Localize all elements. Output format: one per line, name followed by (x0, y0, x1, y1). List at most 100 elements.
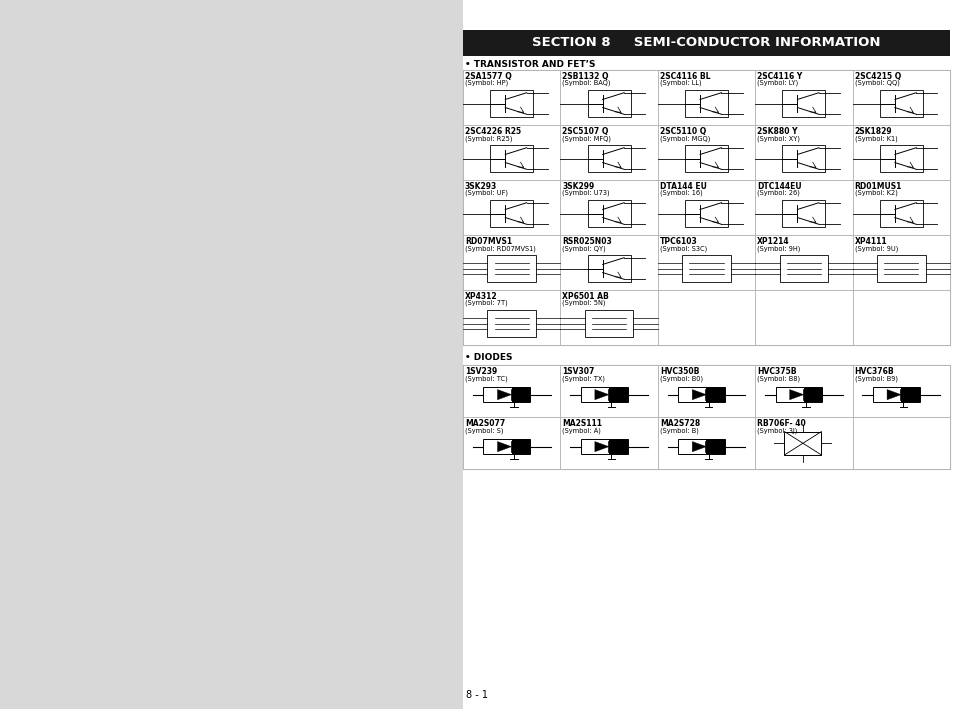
Bar (483, 387, 490, 402)
Text: HVC375B: HVC375B (757, 367, 796, 376)
Polygon shape (692, 442, 705, 452)
Bar (872, 387, 919, 402)
Text: (Symbol: 16): (Symbol: 16) (659, 190, 701, 196)
Text: (Symbol: B8): (Symbol: B8) (757, 375, 800, 381)
Bar (678, 387, 684, 402)
Bar (483, 387, 530, 402)
Bar (559, 417, 658, 469)
Bar (483, 440, 530, 454)
Text: MA2S111: MA2S111 (562, 419, 601, 428)
Text: (Symbol: U73): (Symbol: U73) (562, 190, 609, 196)
Bar (580, 440, 587, 454)
Bar (559, 180, 658, 235)
Bar (872, 387, 880, 402)
Text: (Symbol: TX): (Symbol: TX) (562, 375, 605, 381)
Text: XP4312: XP4312 (464, 292, 497, 301)
Polygon shape (595, 389, 608, 400)
Text: 2SC4116 Y: 2SC4116 Y (757, 72, 801, 81)
Text: (Symbol: LY): (Symbol: LY) (757, 80, 798, 86)
Text: (Symbol: MGQ): (Symbol: MGQ) (659, 135, 709, 142)
Bar (608, 387, 627, 402)
Bar (755, 70, 852, 125)
Bar (462, 235, 559, 290)
Bar (852, 365, 949, 417)
Bar (802, 387, 821, 402)
Text: (Symbol: B0): (Symbol: B0) (659, 375, 702, 381)
Bar (0, 600, 953, 709)
Bar (684, 200, 727, 227)
Text: 2SC4215 Q: 2SC4215 Q (854, 72, 900, 81)
Text: 1SV307: 1SV307 (562, 367, 594, 376)
Text: MA2S077: MA2S077 (464, 419, 505, 428)
Text: 2SC5110 Q: 2SC5110 Q (659, 127, 705, 136)
Text: MA2S728: MA2S728 (659, 419, 700, 428)
Bar (490, 145, 533, 172)
Bar (658, 417, 755, 469)
Bar (681, 255, 730, 282)
Bar (462, 180, 559, 235)
Text: (Symbol: RD07MVS1): (Symbol: RD07MVS1) (464, 245, 536, 252)
Bar (658, 125, 755, 180)
Bar (483, 440, 490, 454)
Bar (658, 70, 755, 125)
Bar (462, 290, 559, 345)
Bar (755, 180, 852, 235)
Bar (580, 387, 587, 402)
Text: (Symbol: K2): (Symbol: K2) (854, 190, 897, 196)
Bar (852, 125, 949, 180)
Polygon shape (789, 389, 802, 400)
Text: XP1214: XP1214 (757, 237, 789, 246)
Bar (755, 290, 852, 345)
Bar (462, 365, 559, 417)
Bar (852, 235, 949, 290)
Bar (678, 387, 724, 402)
Bar (511, 387, 530, 402)
Text: RSR025N03: RSR025N03 (562, 237, 612, 246)
Bar (462, 365, 949, 469)
Bar (462, 0, 953, 709)
Text: HVC376B: HVC376B (854, 367, 893, 376)
Bar (587, 200, 630, 227)
Bar (755, 365, 852, 417)
Polygon shape (497, 442, 511, 452)
Bar (781, 200, 824, 227)
Bar (705, 440, 724, 454)
Bar (559, 235, 658, 290)
Text: 2SB1132 Q: 2SB1132 Q (562, 72, 608, 81)
Text: (Symbol: A): (Symbol: A) (562, 427, 600, 433)
Bar (462, 30, 949, 56)
Bar (879, 145, 922, 172)
Text: 2SK1829: 2SK1829 (854, 127, 891, 136)
Text: (Symbol: MFQ): (Symbol: MFQ) (562, 135, 611, 142)
Bar (781, 90, 824, 117)
Bar (559, 70, 658, 125)
Bar (658, 180, 755, 235)
Text: 3SK299: 3SK299 (562, 182, 594, 191)
Text: (Symbol: K1): (Symbol: K1) (854, 135, 897, 142)
Text: (Symbol: QY): (Symbol: QY) (562, 245, 605, 252)
Text: (Symbol: B9): (Symbol: B9) (854, 375, 897, 381)
Text: 2SA1577 Q: 2SA1577 Q (464, 72, 511, 81)
Bar (462, 125, 559, 180)
Text: HVC350B: HVC350B (659, 367, 699, 376)
Text: DTC144EU: DTC144EU (757, 182, 801, 191)
Bar (852, 290, 949, 345)
Bar (901, 387, 919, 402)
Text: (Symbol: TC): (Symbol: TC) (464, 375, 507, 381)
Bar (584, 310, 633, 337)
Bar (879, 200, 922, 227)
Bar (658, 365, 755, 417)
Text: (Symbol: S3C): (Symbol: S3C) (659, 245, 706, 252)
Bar (487, 255, 536, 282)
Bar (755, 417, 852, 469)
Text: 2SC5107 Q: 2SC5107 Q (562, 127, 608, 136)
Bar (462, 417, 559, 469)
Text: XP6501 AB: XP6501 AB (562, 292, 609, 301)
Bar (559, 125, 658, 180)
Text: (Symbol: 9H): (Symbol: 9H) (757, 245, 800, 252)
Bar (678, 440, 684, 454)
Bar (852, 417, 949, 469)
Bar (559, 365, 658, 417)
Text: (Symbol: BAQ): (Symbol: BAQ) (562, 80, 610, 86)
Text: • TRANSISTOR AND FET’S: • TRANSISTOR AND FET’S (464, 60, 595, 69)
